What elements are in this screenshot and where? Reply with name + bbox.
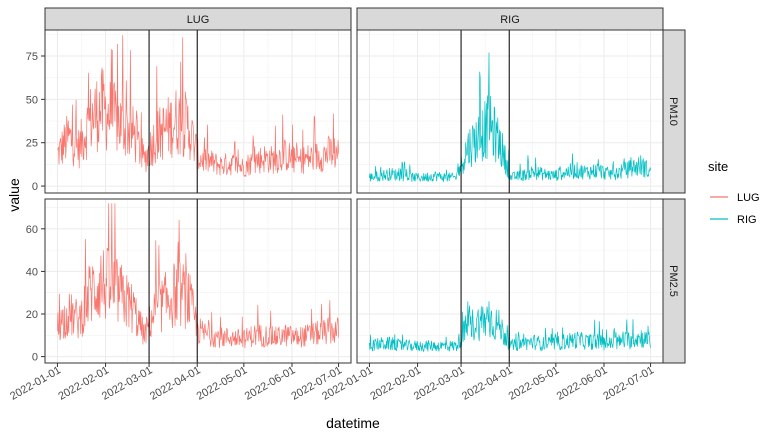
x-tick-label: 2022-04-01 bbox=[460, 364, 515, 403]
x-tick-label: 2022-06-01 bbox=[555, 364, 610, 403]
x-tick-label: 2022-06-01 bbox=[243, 364, 298, 403]
panel-border bbox=[356, 198, 664, 364]
panel-border bbox=[44, 198, 352, 364]
panel-background bbox=[357, 199, 663, 363]
y-tick-label: 25 bbox=[26, 138, 38, 150]
series-line-lug bbox=[57, 203, 339, 349]
panels-layer: LUG RIG PM10 PM2.5 bbox=[44, 7, 686, 364]
panel-rig-pm10 bbox=[356, 29, 664, 194]
row-strip-label-pm10: PM10 bbox=[667, 97, 679, 126]
panel-background bbox=[45, 30, 351, 193]
x-axis-title: datetime bbox=[326, 415, 380, 431]
legend-label-rig: RIG bbox=[737, 214, 757, 226]
legend: site LUG RIG bbox=[708, 159, 760, 226]
row-strip-label-pm25: PM2.5 bbox=[667, 265, 679, 297]
y-tick-label: 40 bbox=[26, 266, 38, 278]
y-tick-label: 0 bbox=[32, 352, 38, 364]
x-tick-label: 2022-01-01 bbox=[8, 364, 63, 403]
x-tick-label: 2022-05-01 bbox=[507, 364, 562, 403]
y-tick-label: 75 bbox=[26, 51, 38, 63]
panel-background bbox=[45, 199, 351, 363]
panel-border bbox=[44, 29, 352, 194]
series-line-rig bbox=[369, 52, 651, 183]
y-axis-title: value bbox=[6, 178, 22, 212]
y-tick-label: 0 bbox=[32, 181, 38, 193]
legend-title: site bbox=[708, 159, 728, 174]
series-line-rig bbox=[369, 301, 651, 352]
series-line-lug bbox=[57, 35, 339, 178]
y-tick-label: 20 bbox=[26, 309, 38, 321]
y-tick-label: 50 bbox=[26, 94, 38, 106]
column-strip-label-lug: LUG bbox=[187, 14, 210, 26]
panel-lug-pm25 bbox=[44, 198, 352, 364]
x-tick-label: 2022-05-01 bbox=[195, 364, 250, 403]
legend-label-lug: LUG bbox=[737, 192, 760, 204]
x-tick-label: 2022-07-01 bbox=[601, 364, 656, 403]
column-strip-label-rig: RIG bbox=[500, 14, 520, 26]
panel-rig-pm25 bbox=[356, 198, 664, 364]
panel-border bbox=[356, 29, 664, 194]
panel-background bbox=[357, 30, 663, 193]
y-tick-label: 60 bbox=[26, 224, 38, 236]
x-tick-label: 2022-04-01 bbox=[148, 364, 203, 403]
panel-lug-pm10 bbox=[44, 29, 352, 194]
